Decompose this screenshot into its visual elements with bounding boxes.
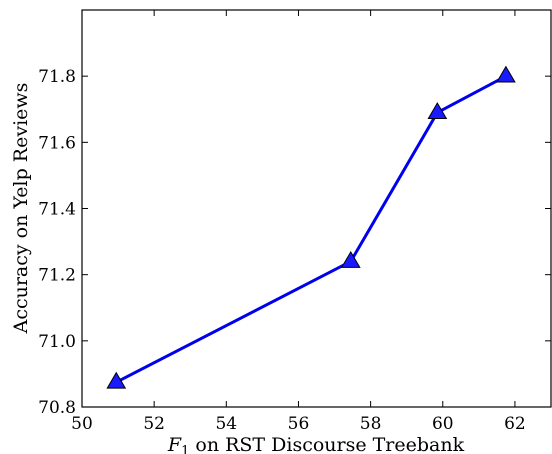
data-point-marker bbox=[340, 250, 361, 268]
x-axis-label-subscript: 1 bbox=[181, 444, 189, 454]
x-tick-label: 52 bbox=[143, 414, 165, 434]
data-point-marker bbox=[427, 102, 448, 119]
x-axis-label-italic: F bbox=[167, 434, 182, 454]
x-tick-label: 54 bbox=[215, 414, 237, 434]
x-tick-label: 50 bbox=[71, 414, 93, 434]
y-tick-label: 71.4 bbox=[38, 200, 76, 220]
data-point-marker bbox=[106, 371, 127, 389]
x-tick-label: 58 bbox=[360, 414, 382, 434]
plot-area bbox=[81, 9, 552, 408]
y-axis-label: Accuracy on Yelp Reviews bbox=[10, 83, 32, 335]
y-tick-label: 71.8 bbox=[38, 67, 76, 87]
data-point-marker bbox=[496, 65, 516, 83]
x-tick-label: 62 bbox=[504, 414, 526, 434]
y-axis-ticks: 70.8 71.0 71.2 71.4 71.6 71.8 bbox=[38, 67, 551, 418]
x-axis-label: F1 on RST Discourse Treebank bbox=[167, 434, 465, 454]
y-tick-label: 71.6 bbox=[38, 133, 76, 153]
x-axis-ticks: 50 52 54 56 58 60 62 bbox=[71, 10, 526, 434]
x-tick-label: 60 bbox=[432, 414, 454, 434]
x-axis-label-text: on RST Discourse Treebank bbox=[189, 434, 464, 454]
x-tick-label: 56 bbox=[288, 414, 310, 434]
y-tick-label: 71.0 bbox=[38, 332, 76, 352]
y-tick-label: 71.2 bbox=[38, 266, 76, 286]
series-line bbox=[115, 74, 507, 384]
series-group bbox=[106, 65, 516, 389]
y-tick-label: 70.8 bbox=[38, 398, 76, 418]
